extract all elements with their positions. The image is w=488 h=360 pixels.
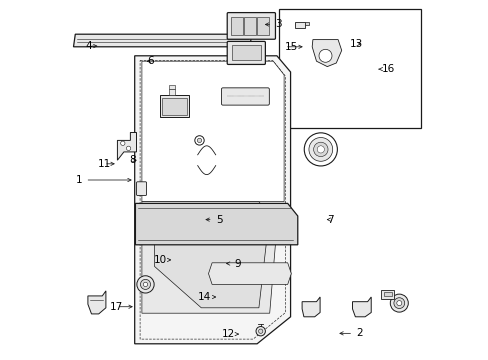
- Text: 5: 5: [216, 215, 222, 225]
- Bar: [381, 290, 393, 299]
- Circle shape: [308, 138, 332, 161]
- Bar: [231, 45, 260, 60]
- FancyBboxPatch shape: [221, 88, 269, 105]
- Polygon shape: [154, 207, 267, 308]
- Circle shape: [393, 298, 404, 309]
- Circle shape: [389, 294, 407, 312]
- Bar: [230, 17, 242, 35]
- Polygon shape: [208, 263, 291, 284]
- Circle shape: [258, 329, 263, 333]
- Circle shape: [126, 146, 130, 150]
- Circle shape: [318, 49, 331, 62]
- Text: 14: 14: [198, 292, 211, 302]
- Bar: [160, 95, 189, 117]
- Circle shape: [256, 327, 265, 336]
- Text: 9: 9: [234, 258, 240, 269]
- Text: 10: 10: [153, 255, 166, 265]
- Circle shape: [143, 282, 147, 287]
- FancyBboxPatch shape: [227, 13, 275, 39]
- Circle shape: [121, 141, 125, 145]
- Polygon shape: [142, 61, 284, 202]
- Text: 1: 1: [76, 175, 82, 185]
- Bar: [162, 98, 187, 115]
- Text: 7: 7: [327, 215, 333, 225]
- Text: 15: 15: [284, 42, 297, 52]
- Bar: [168, 89, 175, 95]
- Bar: [383, 292, 391, 296]
- Text: 13: 13: [349, 39, 362, 49]
- Circle shape: [317, 146, 324, 153]
- Text: 17: 17: [110, 302, 123, 312]
- Text: 16: 16: [381, 64, 394, 74]
- Bar: [305, 22, 309, 25]
- Circle shape: [304, 133, 337, 166]
- Polygon shape: [73, 34, 251, 47]
- Text: 2: 2: [356, 328, 362, 338]
- Bar: [244, 17, 255, 35]
- Bar: [168, 85, 175, 89]
- Polygon shape: [311, 40, 341, 67]
- Polygon shape: [117, 132, 136, 160]
- Polygon shape: [88, 291, 106, 314]
- Circle shape: [396, 301, 401, 306]
- Circle shape: [313, 142, 327, 157]
- Bar: [256, 17, 268, 35]
- Polygon shape: [302, 297, 320, 317]
- Polygon shape: [135, 203, 297, 245]
- Polygon shape: [142, 202, 276, 313]
- FancyBboxPatch shape: [227, 41, 265, 64]
- Bar: [294, 22, 305, 28]
- Bar: [278, 9, 420, 128]
- FancyBboxPatch shape: [136, 182, 146, 195]
- Polygon shape: [134, 56, 290, 344]
- Circle shape: [197, 138, 201, 143]
- Text: 4: 4: [85, 41, 92, 51]
- Circle shape: [194, 136, 204, 145]
- Text: 8: 8: [129, 155, 136, 165]
- Circle shape: [140, 279, 150, 289]
- Polygon shape: [352, 297, 370, 317]
- Text: 11: 11: [97, 159, 110, 169]
- Text: 3: 3: [275, 19, 282, 30]
- Text: 6: 6: [147, 56, 154, 66]
- Text: 12: 12: [221, 329, 234, 339]
- Circle shape: [137, 276, 154, 293]
